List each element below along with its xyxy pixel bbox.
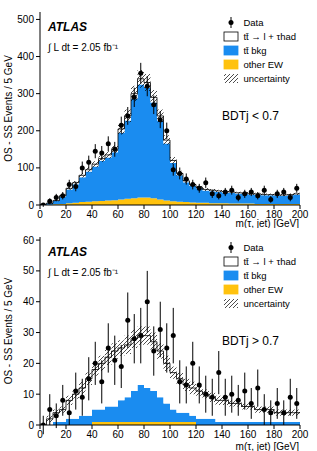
svg-text:60: 60: [112, 209, 124, 220]
svg-text:100: 100: [162, 209, 179, 220]
html-text:other EW: other EW: [243, 283, 283, 295]
svg-text:160: 160: [239, 209, 257, 221]
svg-text:20: 20: [60, 209, 72, 220]
svg-text:120: 120: [188, 429, 205, 440]
svg-text:300: 300: [17, 88, 34, 99]
svg-text:40: 40: [86, 209, 98, 220]
svg-text:60: 60: [23, 235, 35, 246]
svg-text:180: 180: [265, 209, 283, 221]
svg-text:80: 80: [138, 209, 150, 220]
html-text:tt̄ → l + τhad: tt̄ → l + τhad: [243, 30, 296, 42]
html-text:ATLAS: ATLAS: [48, 20, 88, 34]
html-text:tt̄ bkg: tt̄ bkg: [243, 269, 267, 281]
html-text:uncertainty: uncertainty: [243, 297, 290, 309]
svg-text:50: 50: [23, 265, 35, 276]
svg-text:80: 80: [138, 429, 150, 440]
svg-text:30: 30: [23, 327, 35, 338]
svg-text:40: 40: [23, 296, 35, 307]
svg-text:10: 10: [23, 389, 35, 400]
svg-text:m(τ, jet) [GeV]: m(τ, jet) [GeV]: [236, 218, 300, 228]
svg-text:20: 20: [60, 429, 72, 440]
svg-text:100: 100: [162, 429, 179, 440]
svg-text:60: 60: [112, 429, 124, 440]
html-text:ATLAS: ATLAS: [48, 245, 88, 259]
html-text:∫ L dt = 2.05 fb⁻¹: ∫ L dt = 2.05 fb⁻¹: [48, 267, 119, 278]
svg-text:100: 100: [17, 162, 34, 173]
html-text:Data: Data: [243, 241, 264, 253]
svg-text:OS - SS Events / 5 GeV: OS - SS Events / 5 GeV: [8, 55, 14, 162]
svg-text:120: 120: [188, 209, 205, 220]
svg-text:m(τ, jet) [GeV]: m(τ, jet) [GeV]: [236, 441, 300, 451]
svg-text:OS - SS Events / 5 GeV: OS - SS Events / 5 GeV: [8, 277, 14, 384]
html-text:∫ L dt = 2.05 fb⁻¹: ∫ L dt = 2.05 fb⁻¹: [48, 42, 119, 53]
svg-text:40: 40: [86, 429, 98, 440]
html-text:BDTj < 0.7: BDTj < 0.7: [222, 109, 279, 123]
svg-text:0: 0: [28, 200, 34, 211]
svg-text:20: 20: [23, 358, 35, 369]
html-text:BDTj > 0.7: BDTj > 0.7: [222, 334, 279, 348]
svg-text:0: 0: [28, 420, 34, 431]
html-text:uncertainty: uncertainty: [243, 72, 290, 84]
svg-text:0: 0: [37, 429, 43, 440]
svg-text:180: 180: [266, 429, 283, 440]
svg-text:200: 200: [291, 209, 309, 221]
html-text:tt̄ → l + τhad: tt̄ → l + τhad: [243, 255, 296, 267]
svg-text:140: 140: [214, 429, 231, 440]
svg-text:200: 200: [292, 429, 309, 440]
html-text:Data: Data: [243, 16, 264, 28]
svg-text:0: 0: [37, 209, 43, 220]
svg-text:200: 200: [17, 125, 34, 136]
svg-text:500: 500: [17, 14, 34, 25]
svg-text:160: 160: [240, 429, 257, 440]
html-text:tt̄ bkg: tt̄ bkg: [243, 44, 267, 56]
svg-text:400: 400: [17, 51, 34, 62]
svg-text:140: 140: [214, 209, 231, 220]
html-text:other EW: other EW: [243, 58, 283, 70]
